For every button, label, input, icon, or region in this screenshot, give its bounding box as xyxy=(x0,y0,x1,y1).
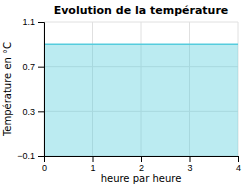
x-tick: 2 xyxy=(139,156,144,173)
plot: 0 1 2 3 4 −0.1 0.3 0.7 1.1 xyxy=(17,17,241,173)
y-tick-mark xyxy=(38,67,44,68)
x-tick-label: 2 xyxy=(139,163,144,173)
y-tick-mark xyxy=(38,22,44,23)
y-tick: −0.1 xyxy=(17,151,44,161)
x-tick-mark xyxy=(93,156,94,162)
y-tick: 0.7 xyxy=(22,62,44,72)
y-tick: 0.3 xyxy=(22,107,44,117)
x-tick-mark xyxy=(238,156,239,162)
area xyxy=(44,44,238,156)
grid-line xyxy=(44,22,238,23)
x-tick: 0 xyxy=(42,156,47,173)
marks xyxy=(44,44,238,156)
x-tick: 3 xyxy=(187,156,192,173)
x-tick-mark xyxy=(141,156,142,162)
x-tick-label: 0 xyxy=(42,163,47,173)
y-axis-title: Température en °C xyxy=(2,42,13,137)
y-tick-label: −0.1 xyxy=(17,151,35,161)
chart: 0 1 2 3 4 −0.1 0.3 0.7 1.1 Evolution de la tempér… xyxy=(0,0,250,188)
y-axis-line xyxy=(38,23,45,157)
y-tick-label: 0.3 xyxy=(22,107,35,117)
x-axis-title: heure par heure xyxy=(101,173,182,184)
x-axis: 0 1 2 3 4 xyxy=(42,156,241,173)
x-tick-mark xyxy=(190,156,191,162)
y-axis: −0.1 0.3 0.7 1.1 xyxy=(17,17,44,161)
y-tick-mark xyxy=(38,156,44,157)
y-tick-mark xyxy=(38,111,44,112)
x-tick-label: 4 xyxy=(236,163,241,173)
y-tick-label: 0.7 xyxy=(22,62,35,72)
y-tick: 1.1 xyxy=(22,17,44,27)
x-tick: 4 xyxy=(236,156,241,173)
y-tick-label: 1.1 xyxy=(22,17,35,27)
x-tick: 1 xyxy=(90,156,95,173)
x-axis-line xyxy=(45,157,239,163)
line xyxy=(44,44,238,46)
x-tick-label: 3 xyxy=(187,163,192,173)
grid xyxy=(44,22,238,156)
x-tick-label: 1 xyxy=(90,163,95,173)
title: Evolution de la température xyxy=(54,4,229,17)
